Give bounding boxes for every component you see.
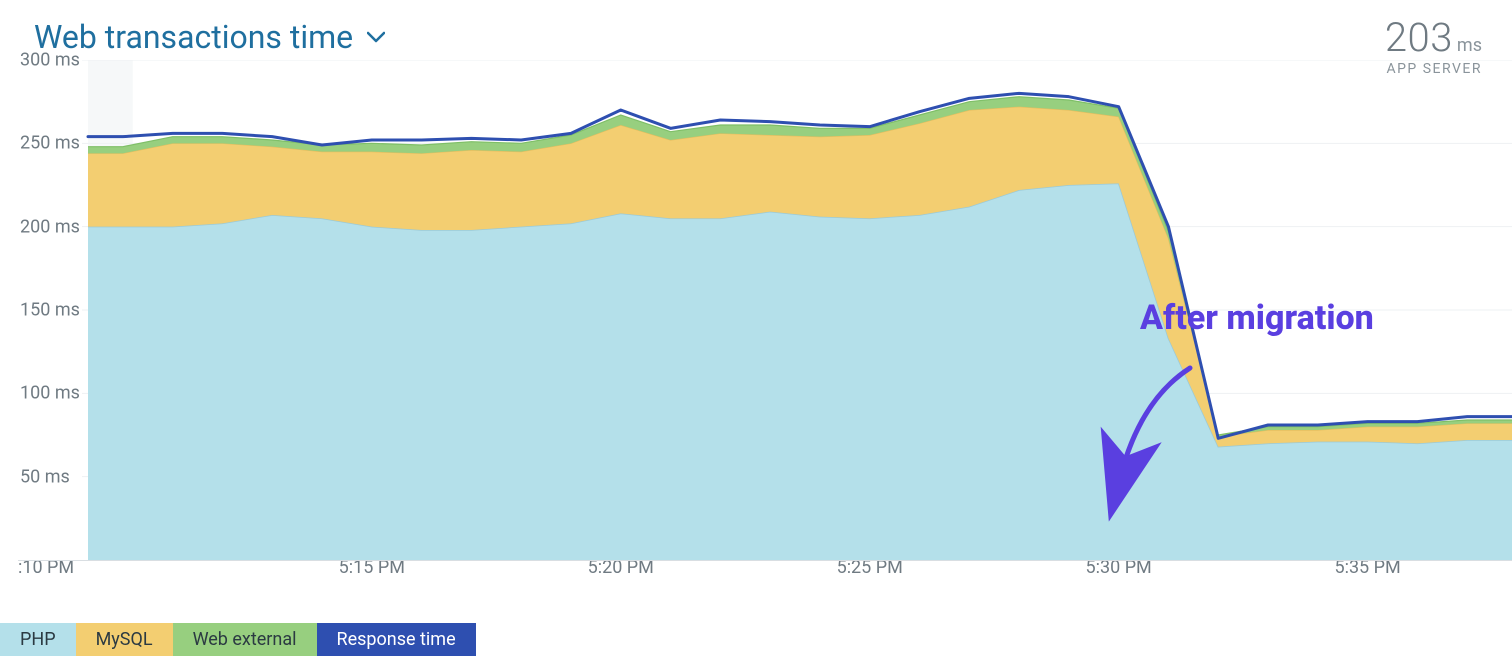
- chart-area: 50 ms100 ms150 ms200 ms250 ms300 ms :10 …: [0, 60, 1512, 600]
- legend-item[interactable]: Web external: [173, 623, 317, 656]
- chart-title-dropdown[interactable]: Web transactions time: [34, 18, 385, 56]
- chart-svg: [0, 60, 1512, 600]
- chevron-down-icon: [367, 31, 385, 43]
- metric-unit: ms: [1457, 35, 1482, 56]
- metric-value: 203: [1385, 14, 1453, 61]
- chart-title-text: Web transactions time: [34, 18, 353, 56]
- chart-panel: Web transactions time 203ms APP SERVER 5…: [0, 0, 1512, 656]
- legend-item[interactable]: PHP: [0, 623, 76, 656]
- legend-item[interactable]: Response time: [317, 623, 476, 656]
- chart-legend: PHPMySQLWeb externalResponse time: [0, 623, 476, 656]
- legend-item[interactable]: MySQL: [76, 623, 173, 656]
